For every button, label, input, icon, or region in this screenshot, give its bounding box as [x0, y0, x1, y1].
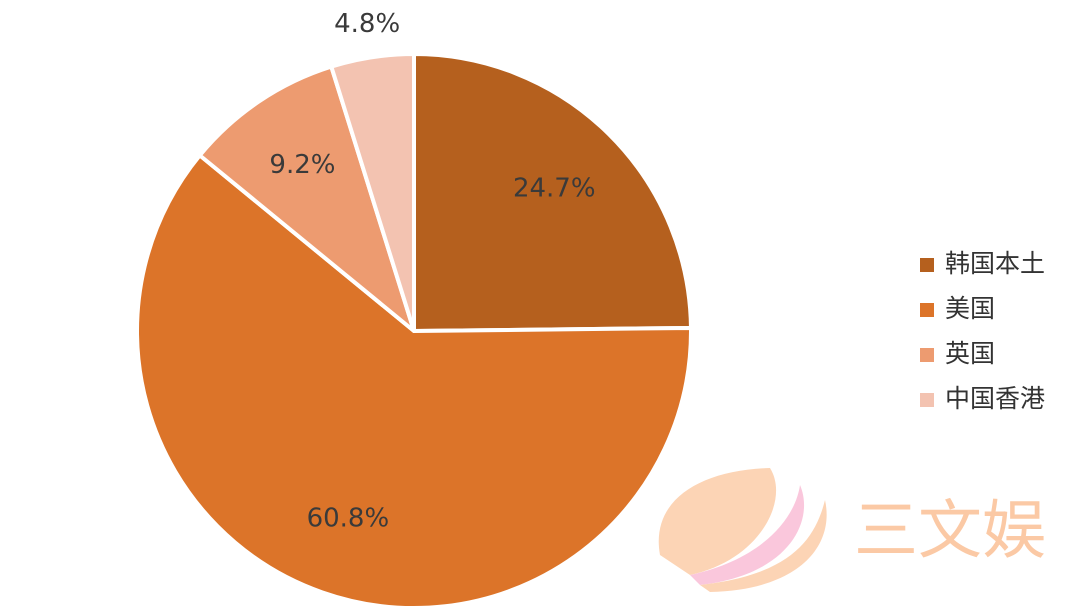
watermark-logo [658, 468, 827, 592]
pie-slice [412, 52, 693, 333]
logo-leaf [700, 500, 827, 592]
legend-label: 韩国本土 [945, 249, 1045, 278]
watermark-text: 三文娱 [854, 495, 1046, 569]
value-label: 60.8% [307, 504, 390, 534]
logo-leaf [658, 468, 777, 575]
value-label: 24.7% [513, 174, 596, 204]
legend-label: 中国香港 [945, 384, 1045, 413]
legend-label: 美国 [945, 294, 995, 323]
legend-swatch [920, 393, 934, 407]
legend-swatch [920, 258, 934, 272]
legend-swatch [920, 348, 934, 362]
pie-slice [329, 52, 416, 333]
value-label: 4.8% [334, 9, 400, 39]
logo-leaf [690, 485, 805, 585]
value-label: 9.2% [269, 150, 335, 180]
pie-slice [135, 153, 693, 610]
legend-swatch [920, 303, 934, 317]
pie-slice [197, 64, 416, 333]
legend-label: 英国 [945, 339, 995, 368]
